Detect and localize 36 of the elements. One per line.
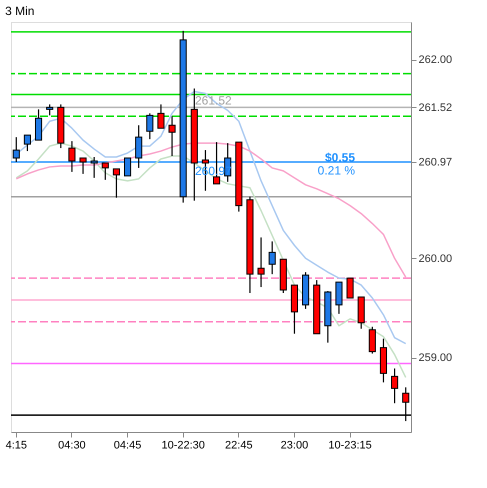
candlestick — [68, 140, 76, 173]
chart-title: 3 Min — [5, 4, 34, 18]
candlestick — [12, 136, 20, 163]
candlestick — [102, 162, 109, 180]
x-tick-label: 04:45 — [114, 440, 142, 452]
x-tick-label: 10-23:15 — [328, 440, 372, 452]
candlestick — [34, 108, 42, 141]
candlestick — [90, 156, 98, 178]
x-tick-label: 23:00 — [280, 440, 308, 452]
candlestick — [124, 158, 132, 176]
candlestick — [24, 134, 31, 152]
candlestick — [157, 104, 164, 129]
line-series — [16, 142, 406, 378]
y-tick-label: 262.00 — [418, 54, 452, 66]
candlestick — [146, 112, 154, 140]
x-tick-label: 10-22:30 — [161, 440, 205, 452]
candlestick — [112, 168, 120, 198]
candlestick — [258, 236, 265, 288]
candlestick — [135, 124, 142, 169]
candlestick — [368, 326, 376, 354]
annotation: $0.55 — [324, 150, 356, 164]
x-tick-label: 22:45 — [225, 440, 253, 452]
annotation: 0.21 % — [318, 163, 356, 178]
candlestick — [391, 368, 398, 404]
candlestick — [79, 157, 87, 174]
candlestick — [268, 240, 276, 275]
y-tick-label: 260.97 — [418, 156, 452, 168]
candlestick — [335, 281, 343, 314]
candlestick — [346, 278, 354, 298]
y-tick-label: 259.00 — [418, 352, 452, 364]
candlestick — [46, 104, 54, 116]
y-tick-label: 261.52 — [418, 102, 452, 114]
y-tick-label: 260.00 — [418, 252, 452, 265]
x-tick-label: 04:30 — [58, 440, 86, 452]
candlestick — [168, 116, 176, 157]
x-tick-label: 4:15 — [6, 440, 27, 452]
